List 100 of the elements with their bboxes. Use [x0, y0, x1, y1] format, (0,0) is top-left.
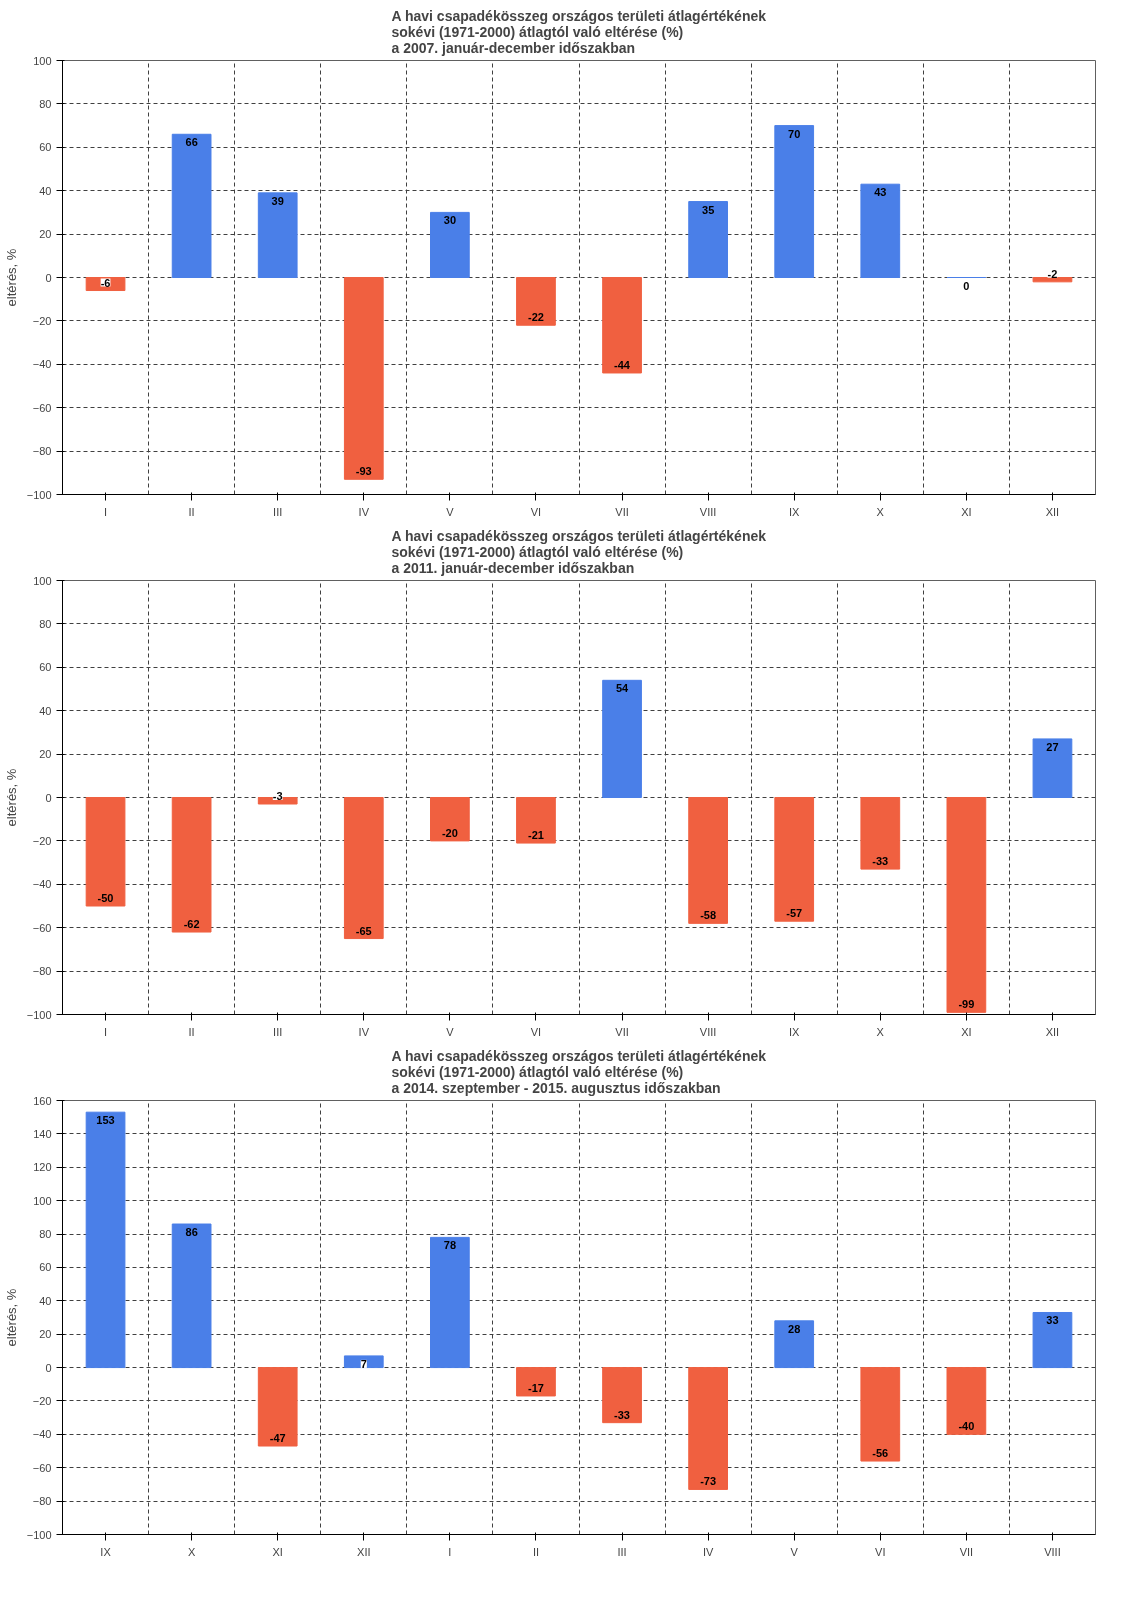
data-label: 27 [1046, 740, 1059, 753]
x-tick-label: IX [789, 505, 801, 518]
bar [774, 1320, 815, 1369]
bar [171, 1223, 212, 1369]
y-tick-label: 20 [39, 748, 52, 761]
data-label: -44 [614, 358, 631, 371]
y-tick-label: 60 [39, 1261, 52, 1274]
y-tick-label: −20 [32, 834, 52, 847]
data-label: 30 [443, 214, 457, 227]
bar [860, 183, 901, 278]
y-tick-label: −100 [26, 1528, 52, 1541]
data-label: -40 [958, 1420, 975, 1433]
y-tick-label: −60 [32, 921, 52, 934]
y-tick-label: −100 [26, 488, 52, 501]
x-tick-label: III [617, 1545, 627, 1558]
bar [688, 797, 728, 924]
data-label: 86 [185, 1226, 198, 1239]
y-tick-label: 140 [33, 1127, 52, 1140]
data-label: 66 [185, 136, 198, 149]
data-label: -56 [872, 1447, 889, 1460]
x-tick-label: VI [530, 1025, 542, 1038]
data-label: -22 [528, 311, 544, 324]
y-tick-label: −40 [32, 878, 52, 891]
y-tick-label: 40 [39, 704, 52, 717]
x-tick-label: VIII [699, 505, 717, 518]
data-label: -6 [100, 276, 111, 289]
bar [860, 1367, 901, 1462]
y-tick-label: 0 [45, 1361, 52, 1374]
y-axis-title: eltérés, % [3, 1288, 19, 1347]
x-tick-label: I [104, 505, 108, 518]
bar [774, 797, 815, 922]
data-label: -58 [700, 909, 717, 922]
data-label: 70 [788, 127, 801, 140]
data-label: -2 [1047, 267, 1058, 280]
chart-title: A havi csapadékösszeg országos területi átlagértékének sokévi (1971-2000) átlagtól való eltérése (%) a 2014. szeptember - 2015. augusztus időszakban [391, 1047, 767, 1096]
x-tick-label: XII [1045, 505, 1060, 518]
y-tick-label: 40 [39, 1294, 52, 1307]
y-tick-label: −40 [32, 358, 52, 371]
x-tick-label: VIII [699, 1025, 717, 1038]
data-label: 7 [360, 1357, 367, 1370]
data-label: -20 [441, 826, 458, 839]
y-tick-label: −60 [32, 1461, 52, 1474]
data-label: 153 [96, 1114, 115, 1127]
bar [946, 1367, 987, 1435]
x-tick-label: V [446, 505, 455, 518]
x-tick-label: II [188, 1025, 195, 1038]
data-label: -57 [786, 907, 803, 920]
y-axis-title: eltérés, % [3, 768, 19, 827]
data-label: -21 [528, 829, 544, 842]
data-label: -73 [700, 1475, 717, 1488]
y-tick-label: 100 [33, 54, 52, 67]
y-tick-label: 80 [39, 97, 52, 110]
bar [430, 1236, 470, 1369]
y-tick-label: −100 [26, 1008, 52, 1021]
bar [1032, 1311, 1073, 1369]
x-tick-label: II [532, 1545, 540, 1558]
bar [257, 192, 298, 278]
x-tick-label: I [448, 1545, 452, 1558]
chart-title: A havi csapadékösszeg országos területi átlagértékének sokévi (1971-2000) átlagtól való eltérése (%) a 2007. január-december időszakban [391, 7, 767, 56]
bar [85, 277, 126, 292]
bar [343, 797, 384, 940]
x-tick-label: X [187, 1545, 196, 1558]
x-tick-label: XI [272, 1545, 283, 1558]
x-tick-label: VII [615, 505, 629, 518]
x-tick-label: V [446, 1025, 455, 1038]
y-tick-label: 80 [39, 617, 52, 630]
bar [602, 277, 642, 374]
y-tick-label: 20 [39, 1328, 52, 1341]
x-tick-label: II [188, 505, 195, 518]
x-tick-label: X [876, 1025, 885, 1038]
y-tick-label: −20 [32, 314, 52, 327]
bar [171, 133, 212, 278]
bar [516, 797, 556, 844]
y-tick-label: −60 [32, 401, 52, 414]
data-label: 28 [788, 1322, 801, 1335]
x-tick-label: XI [961, 505, 972, 518]
data-label: -99 [958, 998, 975, 1011]
x-tick-label: XII [357, 1545, 371, 1558]
y-tick-label: −40 [32, 1428, 52, 1441]
data-label: 78 [443, 1239, 457, 1252]
bar [516, 1367, 556, 1397]
data-label: -65 [355, 924, 372, 937]
bar [688, 1367, 728, 1490]
y-tick-label: 100 [33, 574, 52, 587]
y-tick-label: 0 [45, 791, 52, 804]
x-tick-label: IX [789, 1025, 801, 1038]
data-label: 33 [1046, 1314, 1059, 1327]
data-label: 54 [615, 682, 630, 695]
bar [516, 277, 556, 326]
x-tick-label: X [876, 505, 885, 518]
bar [343, 277, 384, 480]
bar [860, 797, 901, 870]
x-tick-label: XI [961, 1025, 972, 1038]
data-label: -33 [872, 855, 889, 868]
bar [602, 679, 642, 798]
y-tick-label: 40 [39, 184, 52, 197]
y-tick-label: −80 [32, 445, 52, 458]
x-tick-label: I [104, 1025, 108, 1038]
bar [688, 201, 728, 278]
bar [1032, 277, 1073, 283]
